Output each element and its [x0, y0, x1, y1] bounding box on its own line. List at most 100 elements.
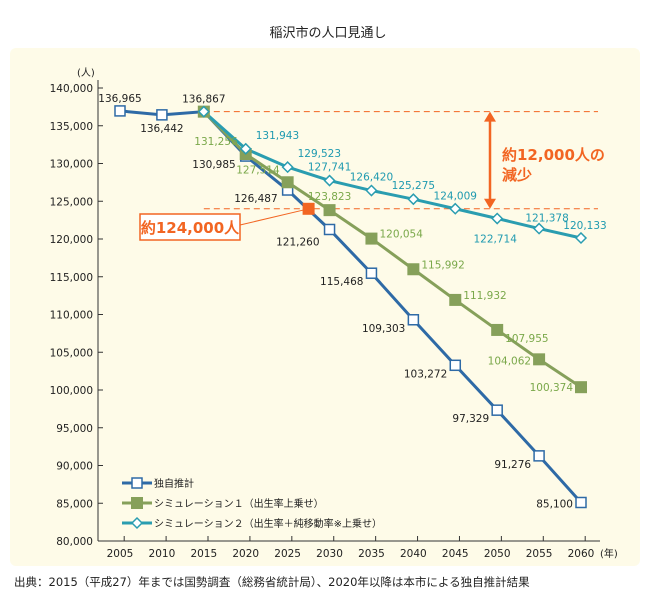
data-label: 123,823: [308, 191, 351, 203]
chart-panel: [10, 48, 640, 566]
y-tick-label: 85,000: [56, 498, 93, 510]
target-marker: [302, 202, 315, 215]
data-point: [491, 404, 503, 416]
data-point: [491, 212, 504, 225]
y-tick-label: 110,000: [50, 310, 93, 322]
x-tick-label: 2055: [526, 548, 553, 560]
y-tick-label: 100,000: [50, 385, 93, 397]
difference-label-line2: 減少: [502, 166, 532, 184]
x-tick-label: 2020: [232, 548, 259, 560]
data-label: 131,256: [194, 136, 238, 148]
data-label: 115,992: [421, 259, 464, 271]
data-point: [365, 267, 378, 279]
data-point: [407, 314, 420, 326]
data-point: [407, 263, 420, 276]
data-point: [239, 142, 252, 155]
x-tick-label: 2045: [442, 548, 469, 560]
data-point: [323, 223, 336, 236]
legend-label: 独自推計: [154, 477, 194, 490]
data-point: [281, 161, 294, 174]
data-point: [323, 204, 336, 217]
data-label: 115,468: [320, 276, 363, 288]
data-label: 124,009: [434, 191, 477, 203]
data-point: [575, 496, 587, 509]
data-label: 100,374: [530, 382, 574, 394]
y-axis-unit: (人): [77, 67, 95, 79]
data-label: 121,378: [525, 213, 568, 225]
series-line-2: [202, 110, 582, 389]
data-label: 126,487: [234, 193, 277, 205]
data-label: 136,867: [182, 94, 225, 106]
data-point: [449, 359, 462, 372]
x-tick-label: 2030: [316, 548, 343, 560]
x-tick-label: 2040: [400, 548, 427, 560]
x-axis-unit: (年): [600, 547, 618, 560]
data-label: 97,329: [452, 413, 489, 425]
data-point: [533, 353, 546, 366]
x-tick-label: 2060: [568, 548, 595, 560]
data-label: 91,276: [494, 459, 531, 471]
legend-marker: [131, 497, 143, 509]
source-note: 出典：2015（平成27）年までは国勢調査（総務省統計局）、2020年以降は本市…: [14, 575, 530, 589]
data-label: 103,272: [404, 368, 447, 380]
callout-line: [239, 208, 309, 226]
x-tick-label: 2005: [107, 548, 134, 560]
data-label: 120,054: [379, 229, 423, 241]
callout-box: [139, 213, 241, 241]
y-tick-label: 130,000: [50, 159, 93, 171]
y-tick-label: 115,000: [50, 272, 93, 284]
data-point: [449, 202, 462, 215]
x-tick-label: 2025: [274, 548, 301, 560]
data-point: [365, 232, 378, 245]
data-point: [114, 105, 126, 117]
data-label: 104,062: [488, 355, 531, 367]
legend-marker: [131, 477, 143, 489]
legend-label: シミュレーション１（出生率上乗せ）: [154, 497, 324, 510]
data-label: 126,420: [350, 172, 393, 184]
legend-label: シミュレーション２（出生率＋純移動率※上乗せ）: [154, 517, 382, 530]
series-line-1: [119, 109, 583, 504]
data-label: 127,741: [308, 162, 351, 174]
y-tick-label: 135,000: [50, 121, 93, 133]
chart-title: 稲沢市の人口見通し: [269, 26, 387, 41]
data-point: [197, 105, 210, 118]
data-label: 122,714: [473, 234, 517, 246]
arrow-head-down-icon: [484, 198, 496, 209]
series-line-3: [202, 110, 582, 240]
data-label: 129,523: [298, 148, 341, 160]
arrow-head-up-icon: [484, 111, 496, 122]
y-tick-label: 120,000: [50, 234, 93, 246]
data-label: 136,442: [140, 123, 183, 135]
data-point: [575, 381, 587, 394]
y-tick-label: 80,000: [56, 536, 93, 548]
data-label: 130,985: [192, 159, 235, 171]
y-tick-label: 95,000: [56, 423, 93, 435]
x-tick-label: 2010: [149, 548, 176, 560]
data-point: [323, 174, 336, 187]
legend-marker: [130, 516, 144, 530]
data-label: 131,943: [256, 130, 299, 142]
data-point: [281, 176, 294, 189]
data-label: 127,514: [236, 164, 280, 176]
data-point: [574, 231, 588, 245]
y-tick-label: 140,000: [50, 83, 93, 95]
data-label: 121,260: [276, 236, 319, 248]
data-point: [365, 184, 378, 197]
data-label: 120,133: [563, 220, 606, 232]
y-tick-label: 105,000: [50, 347, 93, 359]
x-tick-label: 2015: [190, 548, 217, 560]
y-tick-label: 125,000: [50, 196, 93, 208]
data-label: 125,275: [392, 180, 435, 192]
data-label: 136,965: [98, 93, 141, 105]
data-label: 111,932: [463, 290, 506, 302]
data-point: [449, 293, 462, 306]
data-label: 85,100: [536, 498, 573, 510]
data-point: [533, 450, 545, 462]
callout-label: 約124,000人: [141, 219, 240, 237]
data-label: 109,303: [362, 323, 405, 335]
y-tick-label: 90,000: [56, 461, 93, 473]
data-point: [533, 222, 546, 235]
data-point: [407, 193, 420, 206]
data-label: 107,955: [505, 333, 548, 345]
data-point: [491, 323, 504, 336]
